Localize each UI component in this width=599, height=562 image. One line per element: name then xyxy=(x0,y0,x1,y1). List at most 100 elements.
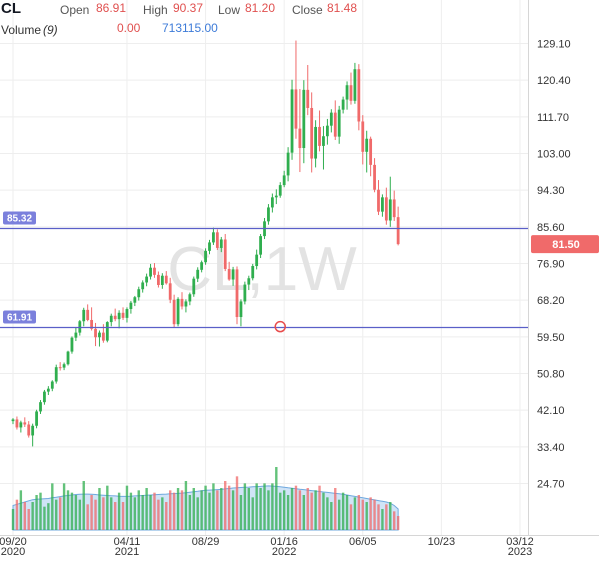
volume-bar xyxy=(51,483,54,530)
volume-bar xyxy=(393,511,396,530)
candle-body xyxy=(19,422,23,428)
candle xyxy=(357,64,361,131)
price-line-badge[interactable] xyxy=(3,211,36,225)
candle-body xyxy=(235,269,239,318)
circle-marker[interactable] xyxy=(274,320,286,333)
x-tick-label: 09/20 xyxy=(0,536,27,548)
volume-bar xyxy=(373,499,376,530)
x-tick-label: 06/05 xyxy=(349,536,377,548)
candle xyxy=(11,418,15,425)
price-line-badge[interactable] xyxy=(3,310,36,324)
candle xyxy=(50,380,54,392)
volume-bar xyxy=(149,495,152,530)
candle-body xyxy=(278,185,282,196)
volume-bar xyxy=(243,483,247,530)
volume-bar xyxy=(216,490,219,530)
y-axis: 129.10 120.40 111.70 103.00 94.30 85.60 76.90 6… xyxy=(537,39,571,491)
volume-bar xyxy=(180,490,184,530)
candle xyxy=(62,362,66,371)
x-tick-label: 03/12 xyxy=(506,536,534,548)
candle-body xyxy=(345,85,349,100)
symbol-label: CL xyxy=(1,0,21,17)
candle-body xyxy=(204,250,207,263)
watermark-label: CL,1W xyxy=(167,235,357,304)
volume-bar xyxy=(200,490,203,530)
volume-bar xyxy=(125,485,129,530)
y-tick-label: 120.40 xyxy=(537,75,571,87)
candle-body xyxy=(239,301,243,318)
candle-body xyxy=(396,217,400,245)
y-tick-label: 76.90 xyxy=(537,259,565,271)
volume-bar xyxy=(106,485,109,530)
candle-body xyxy=(357,69,361,122)
candle xyxy=(105,321,109,343)
volume-bar xyxy=(82,481,85,530)
candle xyxy=(157,271,160,288)
candle-body xyxy=(133,297,137,303)
x-tick-year-label: 2020 xyxy=(1,546,25,557)
candle xyxy=(113,308,117,322)
volume-bar xyxy=(113,502,117,530)
volume-bar xyxy=(224,481,227,530)
candle xyxy=(377,180,380,216)
candle xyxy=(314,120,318,168)
candle-body xyxy=(101,332,105,341)
candle-body xyxy=(302,89,306,149)
candle-body xyxy=(11,419,15,422)
candle xyxy=(329,109,333,133)
candle xyxy=(109,313,113,327)
volume-label: Volume xyxy=(1,23,41,37)
candle-body xyxy=(121,312,125,318)
candle-body xyxy=(90,319,93,329)
candle xyxy=(129,301,133,314)
volume-bar xyxy=(161,497,164,530)
volume-bar xyxy=(298,490,302,530)
candle-body xyxy=(192,278,196,295)
candle xyxy=(235,266,239,325)
candle xyxy=(153,263,156,278)
candle-body xyxy=(361,121,365,152)
candle-body xyxy=(98,332,101,338)
candle xyxy=(341,96,345,114)
candle xyxy=(133,295,137,307)
candle xyxy=(337,105,341,144)
volume-bar xyxy=(275,467,278,530)
header-legend: CL Open 86.91 High 90.37 Low 81.20 Close… xyxy=(1,0,357,37)
candle-body xyxy=(66,351,70,365)
volume-bar xyxy=(176,488,180,530)
price-lines[interactable]: 85.32 61.91 xyxy=(0,211,528,329)
candle xyxy=(267,204,270,225)
volume-bar xyxy=(357,495,361,530)
volume-bar xyxy=(165,502,168,530)
candle xyxy=(212,227,215,245)
last-price-label: 81.50 xyxy=(552,239,580,251)
candle-body xyxy=(157,274,160,285)
volume-bar xyxy=(259,488,262,530)
volume-bar xyxy=(247,488,250,530)
volume-bar xyxy=(212,483,215,530)
candle xyxy=(149,263,152,280)
volume-param: (9) xyxy=(43,23,58,37)
candle-body xyxy=(125,309,129,318)
volume-bar xyxy=(326,497,329,530)
candle-body xyxy=(27,424,31,436)
volume-bar xyxy=(227,485,231,530)
x-tick-label: 08/29 xyxy=(192,536,220,548)
low-label: Low xyxy=(218,3,240,17)
open-label: Open xyxy=(60,3,89,17)
candle-body xyxy=(267,207,270,222)
volume-bar xyxy=(55,499,58,530)
volume-bar xyxy=(286,495,290,530)
candle xyxy=(90,307,93,331)
candle-body xyxy=(369,138,373,165)
candle-body xyxy=(294,89,298,129)
volume-bar xyxy=(121,502,125,530)
candle-body xyxy=(243,284,247,302)
candle xyxy=(215,229,219,251)
volume-bar xyxy=(365,502,368,530)
candle-body xyxy=(31,425,35,436)
y-tick-label: 103.00 xyxy=(537,149,571,161)
candle-body xyxy=(373,164,376,190)
